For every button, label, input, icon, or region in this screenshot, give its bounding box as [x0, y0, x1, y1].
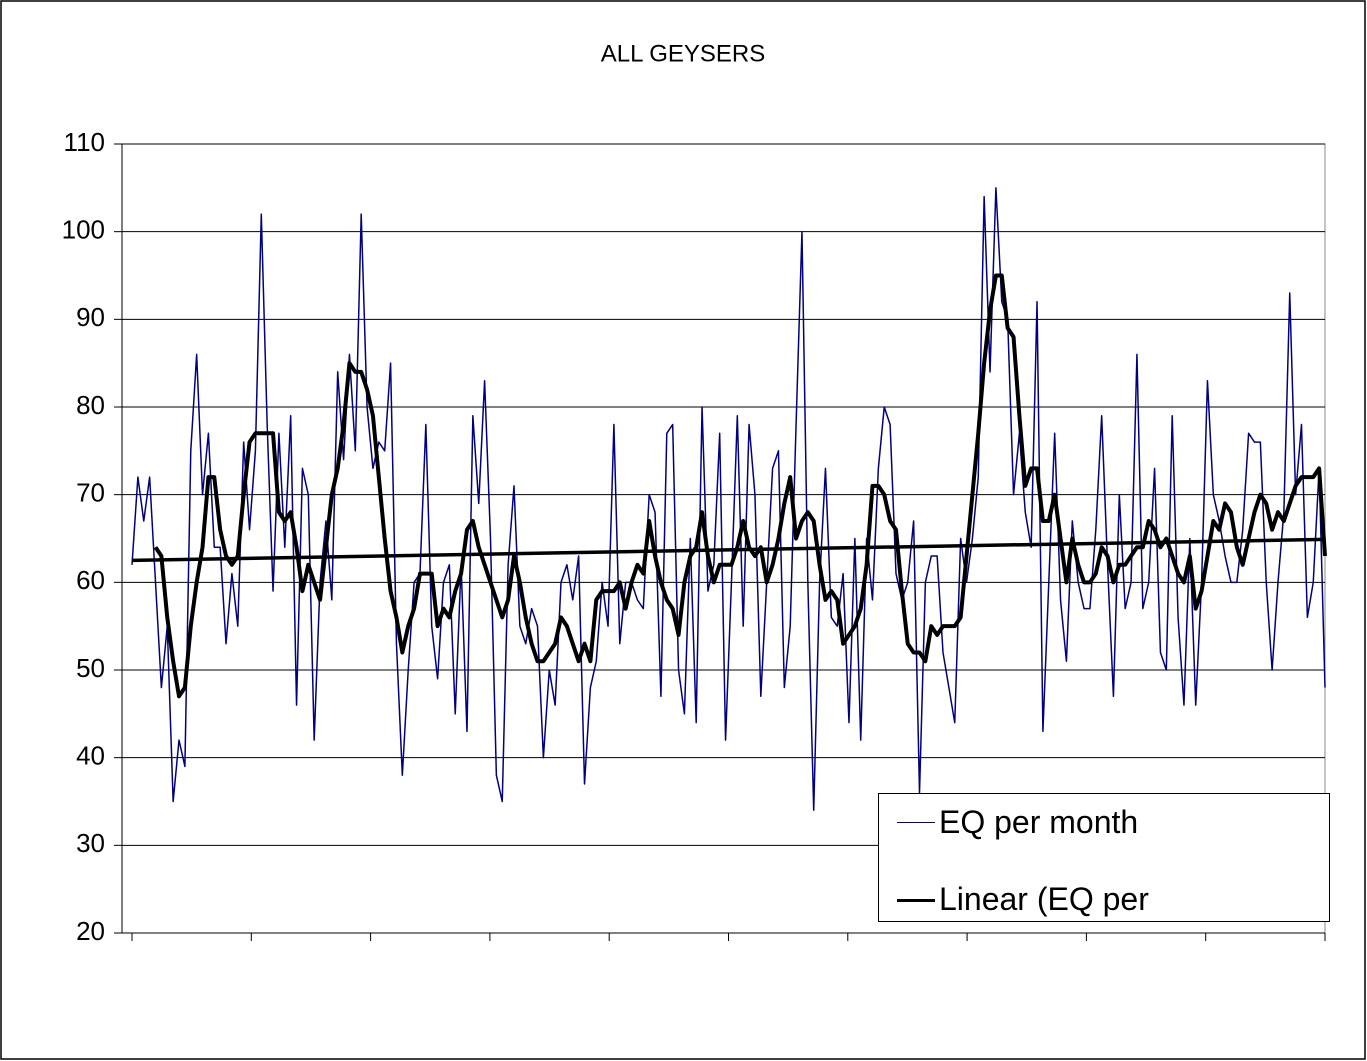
legend-label: Linear (EQ per month): [939, 881, 1149, 921]
legend: EQ per month Linear (EQ per month): [878, 793, 1330, 922]
y-tick-label: 20: [76, 916, 105, 946]
y-tick-label: 60: [76, 565, 105, 595]
chart-title: ALL GEYSERS: [601, 40, 766, 67]
y-tick-label: 30: [76, 828, 105, 858]
y-tick-label: 80: [76, 390, 105, 420]
y-tick-label: 40: [76, 741, 105, 771]
legend-entry: Linear (EQ per month): [897, 881, 1209, 921]
legend-swatch: [897, 899, 935, 902]
y-tick-label: 50: [76, 653, 105, 683]
legend-label: EQ per month: [939, 804, 1139, 840]
legend-swatch: [897, 822, 935, 823]
y-tick-label: 110: [64, 127, 105, 157]
series-line: [153, 273, 1327, 699]
y-tick-label: 100: [62, 215, 105, 245]
y-tick-label: 70: [76, 478, 105, 508]
series-line: [131, 187, 1326, 812]
series-line: [131, 537, 1326, 563]
legend-entry: EQ per month: [897, 804, 1209, 840]
y-tick-label: 90: [76, 302, 105, 332]
